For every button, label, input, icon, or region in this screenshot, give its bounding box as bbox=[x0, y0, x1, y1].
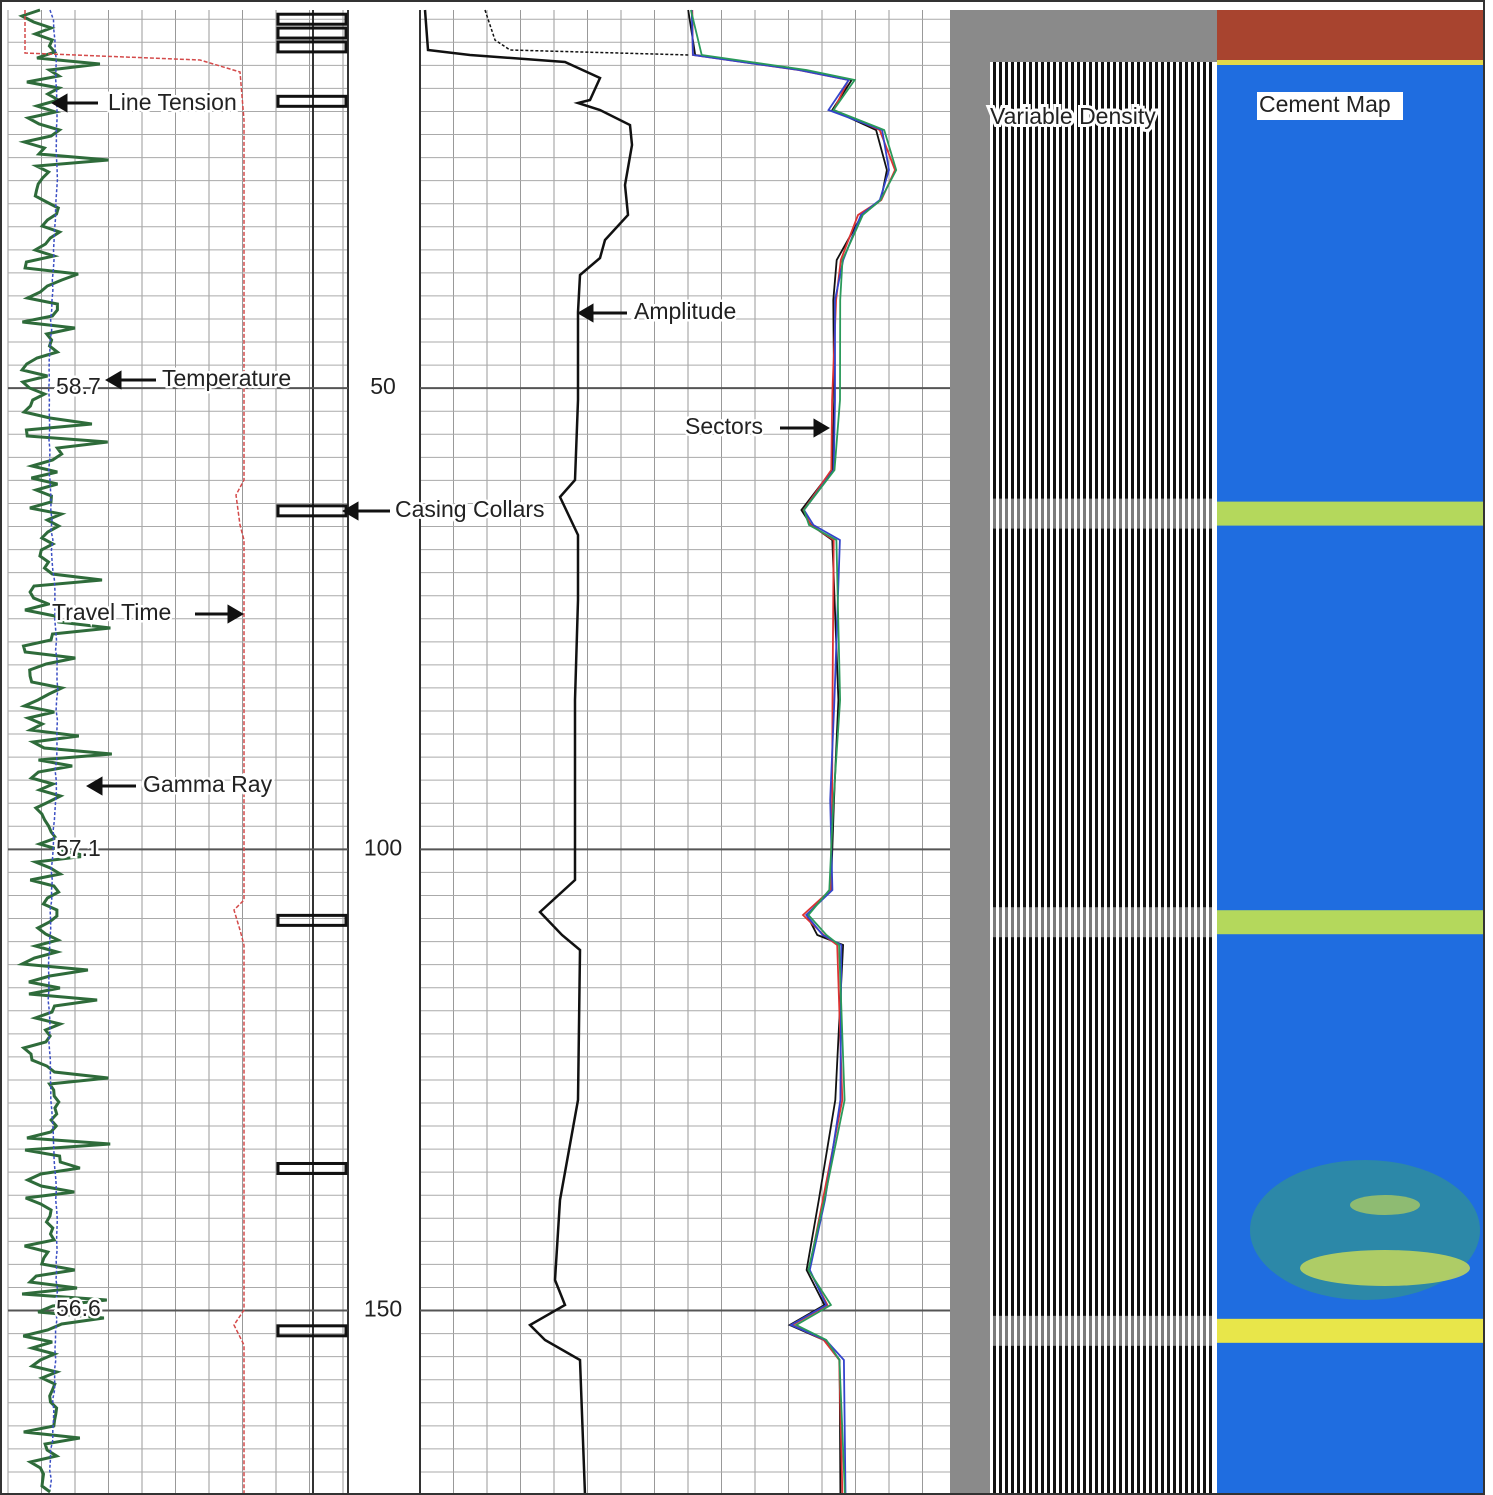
vdl-stripe bbox=[1173, 62, 1176, 1495]
vdl-top bbox=[950, 10, 1217, 62]
vdl-stripe bbox=[1113, 62, 1116, 1495]
vdl-stripe bbox=[1053, 62, 1056, 1495]
cement-patch bbox=[1350, 1195, 1420, 1215]
vdl-stripe bbox=[1083, 62, 1086, 1495]
curve-label: Variable Density bbox=[990, 103, 1156, 129]
vdl-stripe bbox=[1065, 62, 1068, 1495]
arrow-head bbox=[86, 776, 103, 796]
vdl-stripe bbox=[1179, 62, 1182, 1495]
labels: Line Tension Temperature Travel Time Gam… bbox=[50, 87, 1403, 1324]
cement-band bbox=[1217, 1318, 1483, 1343]
vdl-break bbox=[990, 498, 1217, 529]
vdl-stripe bbox=[1155, 62, 1158, 1495]
arrow-head bbox=[105, 370, 122, 390]
casing-collar bbox=[276, 1324, 348, 1338]
cement-band bbox=[1217, 501, 1483, 526]
vdl-stripe bbox=[1125, 62, 1128, 1495]
line-tension-curve bbox=[47, 9, 59, 1491]
arrow-head bbox=[227, 604, 244, 624]
vdl-stripe bbox=[1101, 62, 1104, 1495]
vdl-stripe bbox=[1095, 62, 1098, 1495]
casing-collar bbox=[276, 40, 348, 54]
vdl-stripe bbox=[1035, 62, 1038, 1495]
depth-label: 50 bbox=[370, 373, 396, 399]
temperature-label: 56.6 bbox=[56, 1295, 101, 1321]
vdl-stripe bbox=[1131, 62, 1134, 1495]
casing-collar bbox=[276, 94, 348, 108]
travel-time-curve bbox=[24, 10, 245, 1495]
grid: 50 100 150 bbox=[7, 10, 1483, 1495]
depth-label: 100 bbox=[364, 834, 402, 860]
gamma-ray-curve bbox=[16, 8, 112, 1494]
vdl-stripe bbox=[1197, 62, 1200, 1495]
curve-label: Temperature bbox=[162, 365, 291, 391]
curve-label: Line Tension bbox=[108, 89, 237, 115]
vdl-stripe bbox=[1209, 62, 1212, 1495]
amplitude-curve bbox=[423, 9, 634, 1495]
casing-collar bbox=[276, 26, 348, 40]
label-box bbox=[1257, 92, 1403, 120]
vdl-break bbox=[990, 1315, 1217, 1346]
cement-top bbox=[1217, 10, 1483, 60]
vdl-stripe bbox=[1077, 62, 1080, 1495]
vdl-stripe bbox=[1047, 62, 1050, 1495]
temperature-label: 58.7 bbox=[56, 373, 101, 399]
curve-label: Casing Collars bbox=[395, 496, 545, 522]
casing-collar bbox=[276, 12, 348, 26]
vdl-stripe bbox=[1191, 62, 1194, 1495]
vdl-stripe bbox=[1011, 62, 1014, 1495]
vdl-stripe bbox=[1161, 62, 1164, 1495]
vdl-stripe bbox=[1137, 62, 1140, 1495]
marks bbox=[16, 8, 1483, 1495]
casing-collar bbox=[276, 1161, 348, 1175]
vdl-stripe bbox=[993, 62, 996, 1495]
temperature-label: 57.1 bbox=[56, 835, 101, 861]
arrow-head bbox=[342, 501, 359, 521]
arrow-head bbox=[51, 93, 68, 113]
vdl-stripe bbox=[1149, 62, 1152, 1495]
vdl-stripe bbox=[1017, 62, 1020, 1495]
vdl-break bbox=[990, 907, 1217, 938]
vdl-stripe bbox=[1023, 62, 1026, 1495]
vdl-stripe bbox=[1167, 62, 1170, 1495]
sector-curve bbox=[690, 9, 898, 1495]
vdl-stripe bbox=[1059, 62, 1062, 1495]
cement-patch bbox=[1300, 1250, 1470, 1286]
depth-label: 150 bbox=[364, 1296, 402, 1322]
vdl-stripe bbox=[1119, 62, 1122, 1495]
curve-label: Cement Map bbox=[1259, 91, 1391, 117]
vdl-stripe bbox=[1143, 62, 1146, 1495]
curve-label: Travel Time bbox=[52, 599, 171, 625]
vdl-stripe bbox=[999, 62, 1002, 1495]
cement-band bbox=[1217, 910, 1483, 935]
curve-label: Gamma Ray bbox=[143, 771, 273, 797]
arrow-head bbox=[577, 303, 594, 323]
vdl-stripe bbox=[1185, 62, 1188, 1495]
vdl-stripe bbox=[1107, 62, 1110, 1495]
vdl-stripe bbox=[1203, 62, 1206, 1495]
casing-collar bbox=[276, 913, 348, 927]
vdl-stripe bbox=[1089, 62, 1092, 1495]
curve-label: Sectors bbox=[685, 413, 763, 439]
curve-label: Amplitude bbox=[634, 298, 736, 324]
amplitude-curve-dashed bbox=[484, 9, 691, 56]
arrows bbox=[51, 93, 830, 796]
vdl-stripe bbox=[1029, 62, 1032, 1495]
vdl-stripe bbox=[1005, 62, 1008, 1495]
arrow-head bbox=[813, 418, 830, 438]
vdl-stripe bbox=[1071, 62, 1074, 1495]
vdl-stripe bbox=[1041, 62, 1044, 1495]
vdl-margin bbox=[950, 10, 990, 1495]
cement-edge bbox=[1217, 60, 1483, 65]
